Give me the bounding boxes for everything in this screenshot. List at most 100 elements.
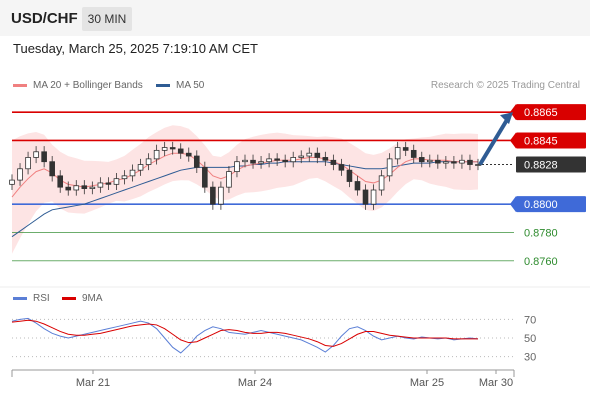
x-tick-label: Mar 25: [410, 377, 444, 389]
candle-body: [25, 157, 31, 170]
instrument-symbol: USD/CHF: [11, 10, 78, 27]
rsi-tick-70: 70: [524, 314, 536, 326]
candle-body: [410, 149, 417, 158]
candle-body: [65, 186, 72, 191]
candle-body: [378, 175, 385, 191]
x-tick-label: Mar 24: [238, 377, 272, 389]
candle-body: [218, 186, 224, 205]
legend-9ma: 9MA: [62, 293, 103, 304]
chart-header: USD/CHF 30 MIN: [0, 0, 590, 36]
candle-body: [338, 164, 345, 171]
candle-body: [49, 161, 55, 177]
candle-body: [467, 159, 473, 165]
level-tag-0.8865: [516, 104, 586, 121]
level-tag-arrow-0.8800: [510, 196, 516, 213]
ma50-swatch: [156, 84, 170, 87]
candle-body: [354, 181, 361, 191]
x-tick-label: Mar 30: [479, 377, 513, 389]
candle-body: [362, 189, 369, 205]
candle-body: [113, 178, 120, 185]
candle-body: [314, 152, 321, 158]
rsi-swatch: [13, 297, 27, 300]
level-tag-arrow-0.8845: [510, 132, 516, 149]
candle-body: [57, 175, 64, 188]
candle-body: [41, 151, 47, 163]
candle-body: [210, 186, 216, 205]
candle-body: [17, 168, 23, 181]
candle-body: [459, 159, 465, 164]
candle-body: [145, 158, 152, 165]
bollinger-band: [12, 125, 478, 254]
candle-body: [426, 159, 433, 163]
candle-body: [73, 185, 80, 191]
candle-body: [177, 148, 184, 154]
candle-body: [290, 157, 297, 163]
candle-body: [298, 155, 305, 158]
candle-body: [306, 152, 313, 157]
rsi-tick-30: 30: [524, 352, 536, 364]
ma9-swatch: [62, 297, 76, 300]
candle-body: [418, 157, 425, 163]
candle-body: [185, 152, 192, 157]
legend-ma20: MA 20 + Bollinger Bands: [13, 80, 143, 91]
legend-rsi-label: RSI: [33, 293, 50, 304]
candle-body: [105, 182, 112, 185]
credit-text: Research © 2025 Trading Central: [430, 80, 580, 91]
ma20-swatch: [13, 84, 27, 87]
candle-body: [435, 159, 441, 164]
last-price-tag: [516, 156, 586, 173]
level-label-0.8780: 0.8780: [524, 227, 558, 239]
forecast-arrow-head: [500, 112, 513, 125]
candle-body: [274, 158, 280, 161]
candle-body: [89, 186, 96, 189]
level-tag-0.8845: [516, 132, 586, 149]
candle-body: [9, 179, 15, 185]
candle-body: [266, 158, 272, 163]
candle-body: [386, 158, 393, 177]
candle-body: [394, 147, 401, 160]
candle-body: [475, 164, 481, 166]
x-tick-label: Mar 21: [76, 377, 110, 389]
candle-body: [121, 175, 128, 180]
legend-ma50: MA 50: [156, 80, 204, 91]
candle-body: [451, 161, 457, 164]
candle-body: [242, 159, 248, 163]
candle-body: [153, 149, 160, 160]
candle-body: [346, 169, 353, 182]
candle-body: [322, 157, 329, 161]
level-label-0.8760: 0.8760: [524, 256, 558, 268]
forecast-arrow-shaft: [478, 117, 510, 166]
legend-ma50-label: MA 50: [176, 80, 205, 91]
timeframe-badge[interactable]: 30 MIN: [82, 7, 132, 31]
candle-body: [258, 161, 264, 164]
level-label-0.8845: 0.8845: [524, 135, 558, 147]
candle-body: [161, 147, 168, 151]
legend-9ma-label: 9MA: [82, 293, 103, 304]
level-tag-0.8800: [516, 196, 586, 213]
candle-body: [129, 169, 136, 177]
candle-body: [137, 164, 144, 171]
candle-body: [234, 161, 240, 172]
candle-body: [81, 185, 88, 189]
candle-body: [402, 147, 409, 151]
candle-body: [370, 189, 377, 205]
level-label-0.8800: 0.8800: [524, 199, 558, 211]
candle-body: [282, 159, 288, 163]
last-price-label: 0.8828: [524, 160, 558, 172]
candle-body: [226, 171, 232, 188]
candle-body: [97, 182, 104, 188]
candle-body: [169, 147, 176, 150]
rsi-9ma-line: [11, 319, 478, 347]
candle-body: [33, 151, 39, 158]
rsi-tick-50: 50: [524, 333, 536, 345]
candle-body: [250, 159, 256, 164]
level-label-0.8865: 0.8865: [524, 107, 558, 119]
legend-ma20-label: MA 20 + Bollinger Bands: [33, 80, 143, 91]
legend-rsi: RSI: [13, 293, 50, 304]
candle-body: [330, 159, 337, 165]
chart-timestamp: Tuesday, March 25, 2025 7:19:10 AM CET: [13, 41, 258, 56]
candle-body: [193, 155, 200, 168]
candle-body: [443, 161, 449, 164]
candle-body: [202, 166, 208, 188]
